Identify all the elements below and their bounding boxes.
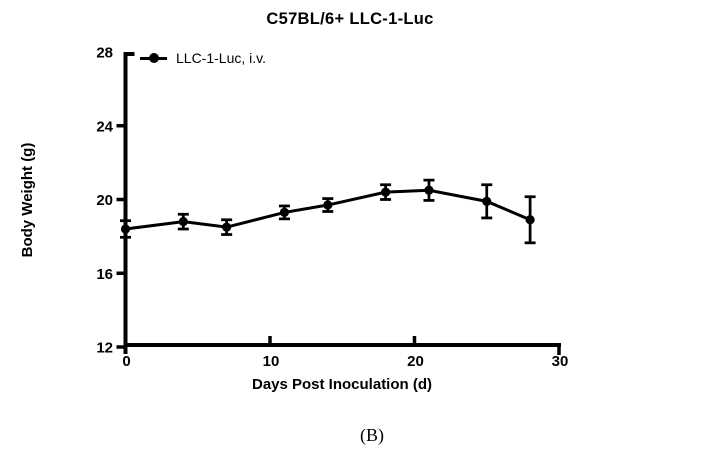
data-point-marker: [381, 187, 391, 197]
y-tick-label: 12: [96, 340, 113, 357]
chart-title: C57BL/6+ LLC-1-Luc: [266, 10, 434, 28]
legend: LLC-1-Luc, i.v.: [140, 50, 266, 66]
y-tick-label: 28: [96, 45, 113, 62]
data-point-marker: [323, 200, 333, 210]
x-tick-label: 10: [263, 353, 280, 370]
y-tick-label: 20: [96, 192, 113, 209]
x-tick-label: 0: [122, 353, 130, 370]
data-point-marker: [222, 222, 232, 232]
data-point-marker: [178, 217, 188, 227]
data-point-marker: [424, 185, 434, 195]
legend-label: LLC-1-Luc, i.v.: [176, 50, 266, 66]
data-point-marker: [279, 207, 290, 218]
legend-marker-dot: [148, 53, 159, 63]
x-tick-label: 20: [407, 353, 424, 370]
data-point-marker: [525, 215, 535, 225]
y-tick-label: 24: [96, 118, 113, 135]
data-point-marker: [120, 224, 131, 234]
x-tick-label: 30: [552, 353, 569, 370]
x-axis-label: Days Post Inoculation (d): [251, 376, 432, 393]
panel-caption: (B): [360, 425, 384, 445]
data-point-marker: [482, 196, 492, 206]
legend-marker-icon: [140, 53, 167, 63]
y-tick-label: 16: [96, 266, 113, 283]
